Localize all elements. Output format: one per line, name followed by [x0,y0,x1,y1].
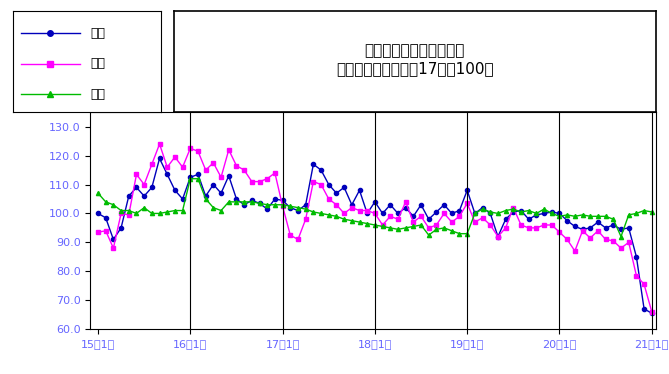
生産 [379,211,387,216]
Text: 生産: 生産 [90,27,105,40]
生産 [579,227,587,232]
生産 [155,156,163,161]
出荷 [94,230,102,234]
在庫 [186,177,194,181]
出荷 [225,148,233,152]
Line: 在庫: 在庫 [96,177,654,239]
在庫 [225,200,233,204]
出荷 [379,223,387,227]
在庫 [379,224,387,229]
在庫 [563,213,571,217]
生産 [601,226,609,230]
在庫 [579,213,587,217]
在庫 [286,204,294,208]
在庫 [601,214,609,218]
出荷 [563,237,571,242]
在庫 [648,210,656,214]
出荷 [579,229,587,233]
在庫 [94,191,102,196]
生産 [648,311,656,315]
在庫 [617,234,625,239]
Line: 出荷: 出荷 [96,142,654,314]
生産 [286,205,294,210]
出荷 [601,237,609,242]
出荷 [286,233,294,237]
Line: 生産: 生産 [96,156,654,315]
出荷 [155,142,163,146]
出荷 [648,310,656,314]
Text: 在庫: 在庫 [90,88,105,101]
生産 [225,174,233,178]
生産 [94,211,102,216]
Text: 鳥取県鉱工業指数の推移
（季節調整済、平成17年＝100）: 鳥取県鉱工業指数の推移 （季節調整済、平成17年＝100） [336,43,494,76]
生産 [563,218,571,223]
Text: 出荷: 出荷 [90,57,105,70]
